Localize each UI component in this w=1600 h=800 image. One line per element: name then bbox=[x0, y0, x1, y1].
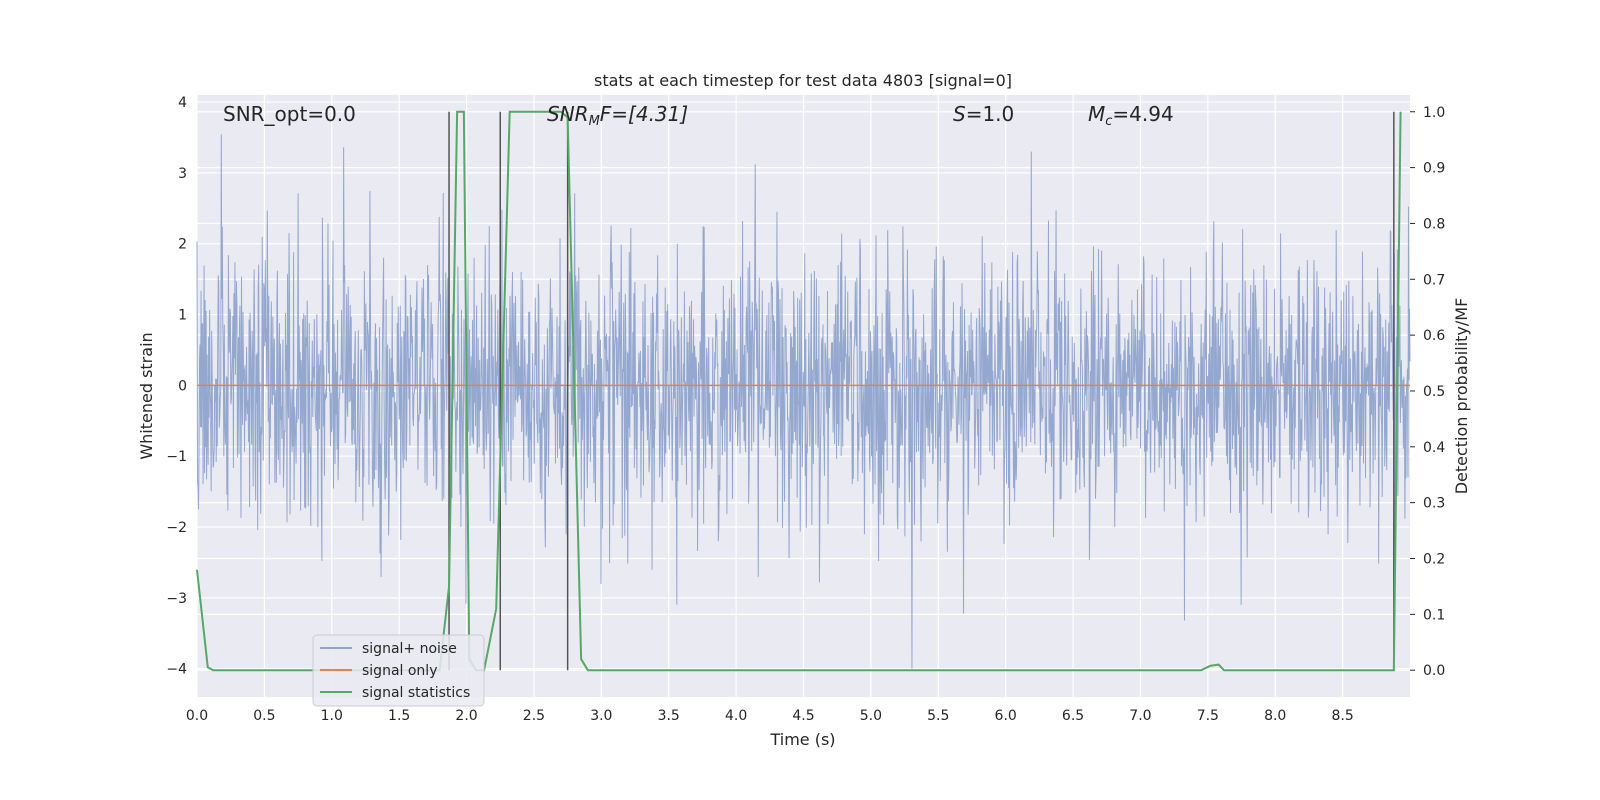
legend-label-signal-noise: signal+ noise bbox=[362, 641, 457, 657]
y-tick-label: −1 bbox=[166, 449, 187, 465]
annotation-snr-opt: SNR_opt=0.0 bbox=[223, 102, 356, 126]
x-tick-label: 5.0 bbox=[860, 708, 882, 724]
legend-label-signal-only: signal only bbox=[362, 663, 437, 679]
y2-tick-label: 0.2 bbox=[1423, 552, 1445, 568]
vertical-markers bbox=[448, 111, 1395, 671]
tick-labels: 0.0 0.5 1.0 1.5 2.0 2.5 3.0 3.5 4.0 4.5 5.0 5.5 6.0 6… bbox=[166, 95, 1445, 724]
y-tick-label: −2 bbox=[166, 520, 187, 536]
y2-tick-label: 0.1 bbox=[1423, 607, 1445, 623]
y-tick-label: −3 bbox=[166, 591, 187, 607]
x-tick-label: 0.5 bbox=[253, 708, 275, 724]
x-tick-label: 7.0 bbox=[1129, 708, 1151, 724]
annotation-snr-mf: SNRMF=[4.31] bbox=[547, 102, 688, 129]
x-tick-label: 1.5 bbox=[388, 708, 410, 724]
y-tick-label: 2 bbox=[178, 237, 187, 253]
y2-tick-label: 0.9 bbox=[1423, 161, 1445, 177]
y2-tick-label: 0.3 bbox=[1423, 496, 1445, 512]
x-tick-label: 0.0 bbox=[186, 708, 208, 724]
y2-tick-label: 0.0 bbox=[1423, 663, 1445, 679]
y-tick-label: −4 bbox=[166, 662, 187, 678]
y2-tick-label: 0.4 bbox=[1423, 440, 1445, 456]
y2-tick-label: 0.8 bbox=[1423, 216, 1445, 232]
x-tick-label: 1.0 bbox=[321, 708, 343, 724]
x-tick-label: 8.0 bbox=[1264, 708, 1286, 724]
x-tick-label: 7.5 bbox=[1197, 708, 1219, 724]
x-axis-label: Time (s) bbox=[769, 730, 835, 749]
annotation-mc: Mc=4.94 bbox=[1088, 102, 1174, 129]
legend-label-signal-statistics: signal statistics bbox=[362, 685, 470, 701]
y2-tick-label: 0.7 bbox=[1423, 272, 1445, 288]
x-tick-label: 3.5 bbox=[658, 708, 680, 724]
annotation-s: S=1.0 bbox=[953, 102, 1014, 126]
x-tick-label: 6.5 bbox=[1062, 708, 1084, 724]
chart-title: stats at each timestep for test data 480… bbox=[594, 71, 1012, 90]
y2-tick-label: 1.0 bbox=[1423, 105, 1445, 121]
legend: signal+ noise signal only signal statist… bbox=[312, 634, 485, 707]
x-tick-label: 5.5 bbox=[927, 708, 949, 724]
x-tick-label: 2.0 bbox=[455, 708, 477, 724]
legend-box bbox=[312, 634, 485, 707]
x-tick-label: 4.0 bbox=[725, 708, 747, 724]
y-tick-label: 0 bbox=[178, 378, 187, 394]
y-axis-label: Whitened strain bbox=[137, 332, 156, 459]
y2-tick-label: 0.6 bbox=[1423, 328, 1445, 344]
x-tick-label: 3.0 bbox=[590, 708, 612, 724]
x-tick-label: 6.0 bbox=[995, 708, 1017, 724]
x-tick-label: 4.5 bbox=[792, 708, 814, 724]
x-tick-label: 8.5 bbox=[1331, 708, 1353, 724]
y-tick-label: 3 bbox=[178, 166, 187, 182]
y2-axis-label: Detection probability/MF bbox=[1452, 298, 1471, 495]
y-tick-label: 4 bbox=[178, 95, 187, 111]
y2-tick-label: 0.5 bbox=[1423, 384, 1445, 400]
x-tick-label: 2.5 bbox=[523, 708, 545, 724]
y-tick-label: 1 bbox=[178, 308, 187, 324]
